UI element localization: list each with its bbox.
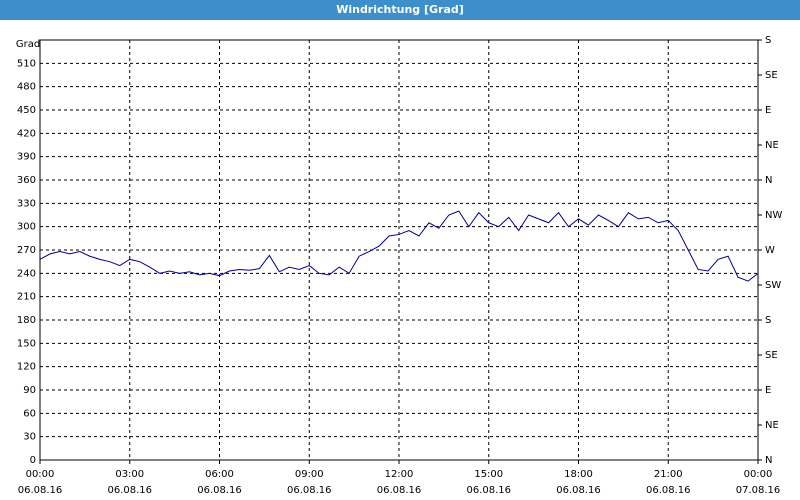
y2-tick-label: SE bbox=[765, 70, 778, 81]
y2-tick-label: NW bbox=[765, 210, 782, 221]
y-tick-label: 510 bbox=[17, 58, 36, 69]
y-tick-label: 90 bbox=[23, 385, 36, 396]
x-tick-label: 00:00 bbox=[744, 469, 773, 480]
x-tick-date: 07.08.16 bbox=[736, 485, 781, 496]
x-tick-label: 09:00 bbox=[295, 469, 324, 480]
y-tick-label: 360 bbox=[17, 175, 36, 186]
x-tick-label: 15:00 bbox=[474, 469, 503, 480]
chart-title: Windrichtung [Grad] bbox=[336, 3, 464, 16]
y-tick-label: 480 bbox=[17, 82, 36, 93]
x-tick-date: 06.08.16 bbox=[107, 485, 152, 496]
title-bar bbox=[0, 0, 800, 20]
y-tick-label: 30 bbox=[23, 432, 36, 443]
x-tick-date: 06.08.16 bbox=[377, 485, 422, 496]
data-line bbox=[39, 210, 759, 282]
y2-tick-label: SE bbox=[765, 350, 778, 361]
y2-tick-label: E bbox=[765, 385, 771, 396]
y-tick-label: 270 bbox=[17, 245, 36, 256]
y-tick-label: 330 bbox=[17, 198, 36, 209]
y-tick-label: 120 bbox=[17, 362, 36, 373]
y-tick-label: 390 bbox=[17, 152, 36, 163]
y-tick-label: 240 bbox=[17, 268, 36, 279]
x-tick-label: 18:00 bbox=[564, 469, 593, 480]
y-tick-label: 150 bbox=[17, 338, 36, 349]
x-tick-date: 06.08.16 bbox=[466, 485, 511, 496]
y2-tick-label: W bbox=[765, 245, 775, 256]
y2-tick-label: N bbox=[765, 455, 772, 466]
y2-tick-label: S bbox=[765, 35, 771, 46]
y-tick-label: 450 bbox=[17, 105, 36, 116]
y2-tick-label: E bbox=[765, 105, 771, 116]
x-tick-date: 06.08.16 bbox=[18, 485, 63, 496]
x-tick-date: 06.08.16 bbox=[287, 485, 332, 496]
y2-tick-label: NE bbox=[765, 420, 779, 431]
y2-tick-label: N bbox=[765, 175, 772, 186]
x-tick-label: 00:00 bbox=[26, 469, 55, 480]
y-tick-label: 0 bbox=[30, 455, 36, 466]
x-tick-date: 06.08.16 bbox=[197, 485, 242, 496]
x-tick-date: 06.08.16 bbox=[646, 485, 691, 496]
x-tick-label: 06:00 bbox=[205, 469, 234, 480]
plot-frame bbox=[39, 39, 759, 461]
y-tick-label: 180 bbox=[17, 315, 36, 326]
x-tick-label: 12:00 bbox=[385, 469, 414, 480]
x-tick-label: 03:00 bbox=[115, 469, 144, 480]
y-tick-label: 300 bbox=[17, 222, 36, 233]
y2-tick-label: NE bbox=[765, 140, 779, 151]
y-tick-label: 210 bbox=[17, 292, 36, 303]
x-tick-date: 06.08.16 bbox=[556, 485, 601, 496]
y2-tick-label: SW bbox=[765, 280, 781, 291]
x-tick-label: 21:00 bbox=[654, 469, 683, 480]
y-axis-label: Grad bbox=[16, 39, 40, 50]
y2-tick-label: S bbox=[765, 315, 771, 326]
y-tick-label: 60 bbox=[23, 408, 36, 419]
y-tick-label: 420 bbox=[17, 128, 36, 139]
